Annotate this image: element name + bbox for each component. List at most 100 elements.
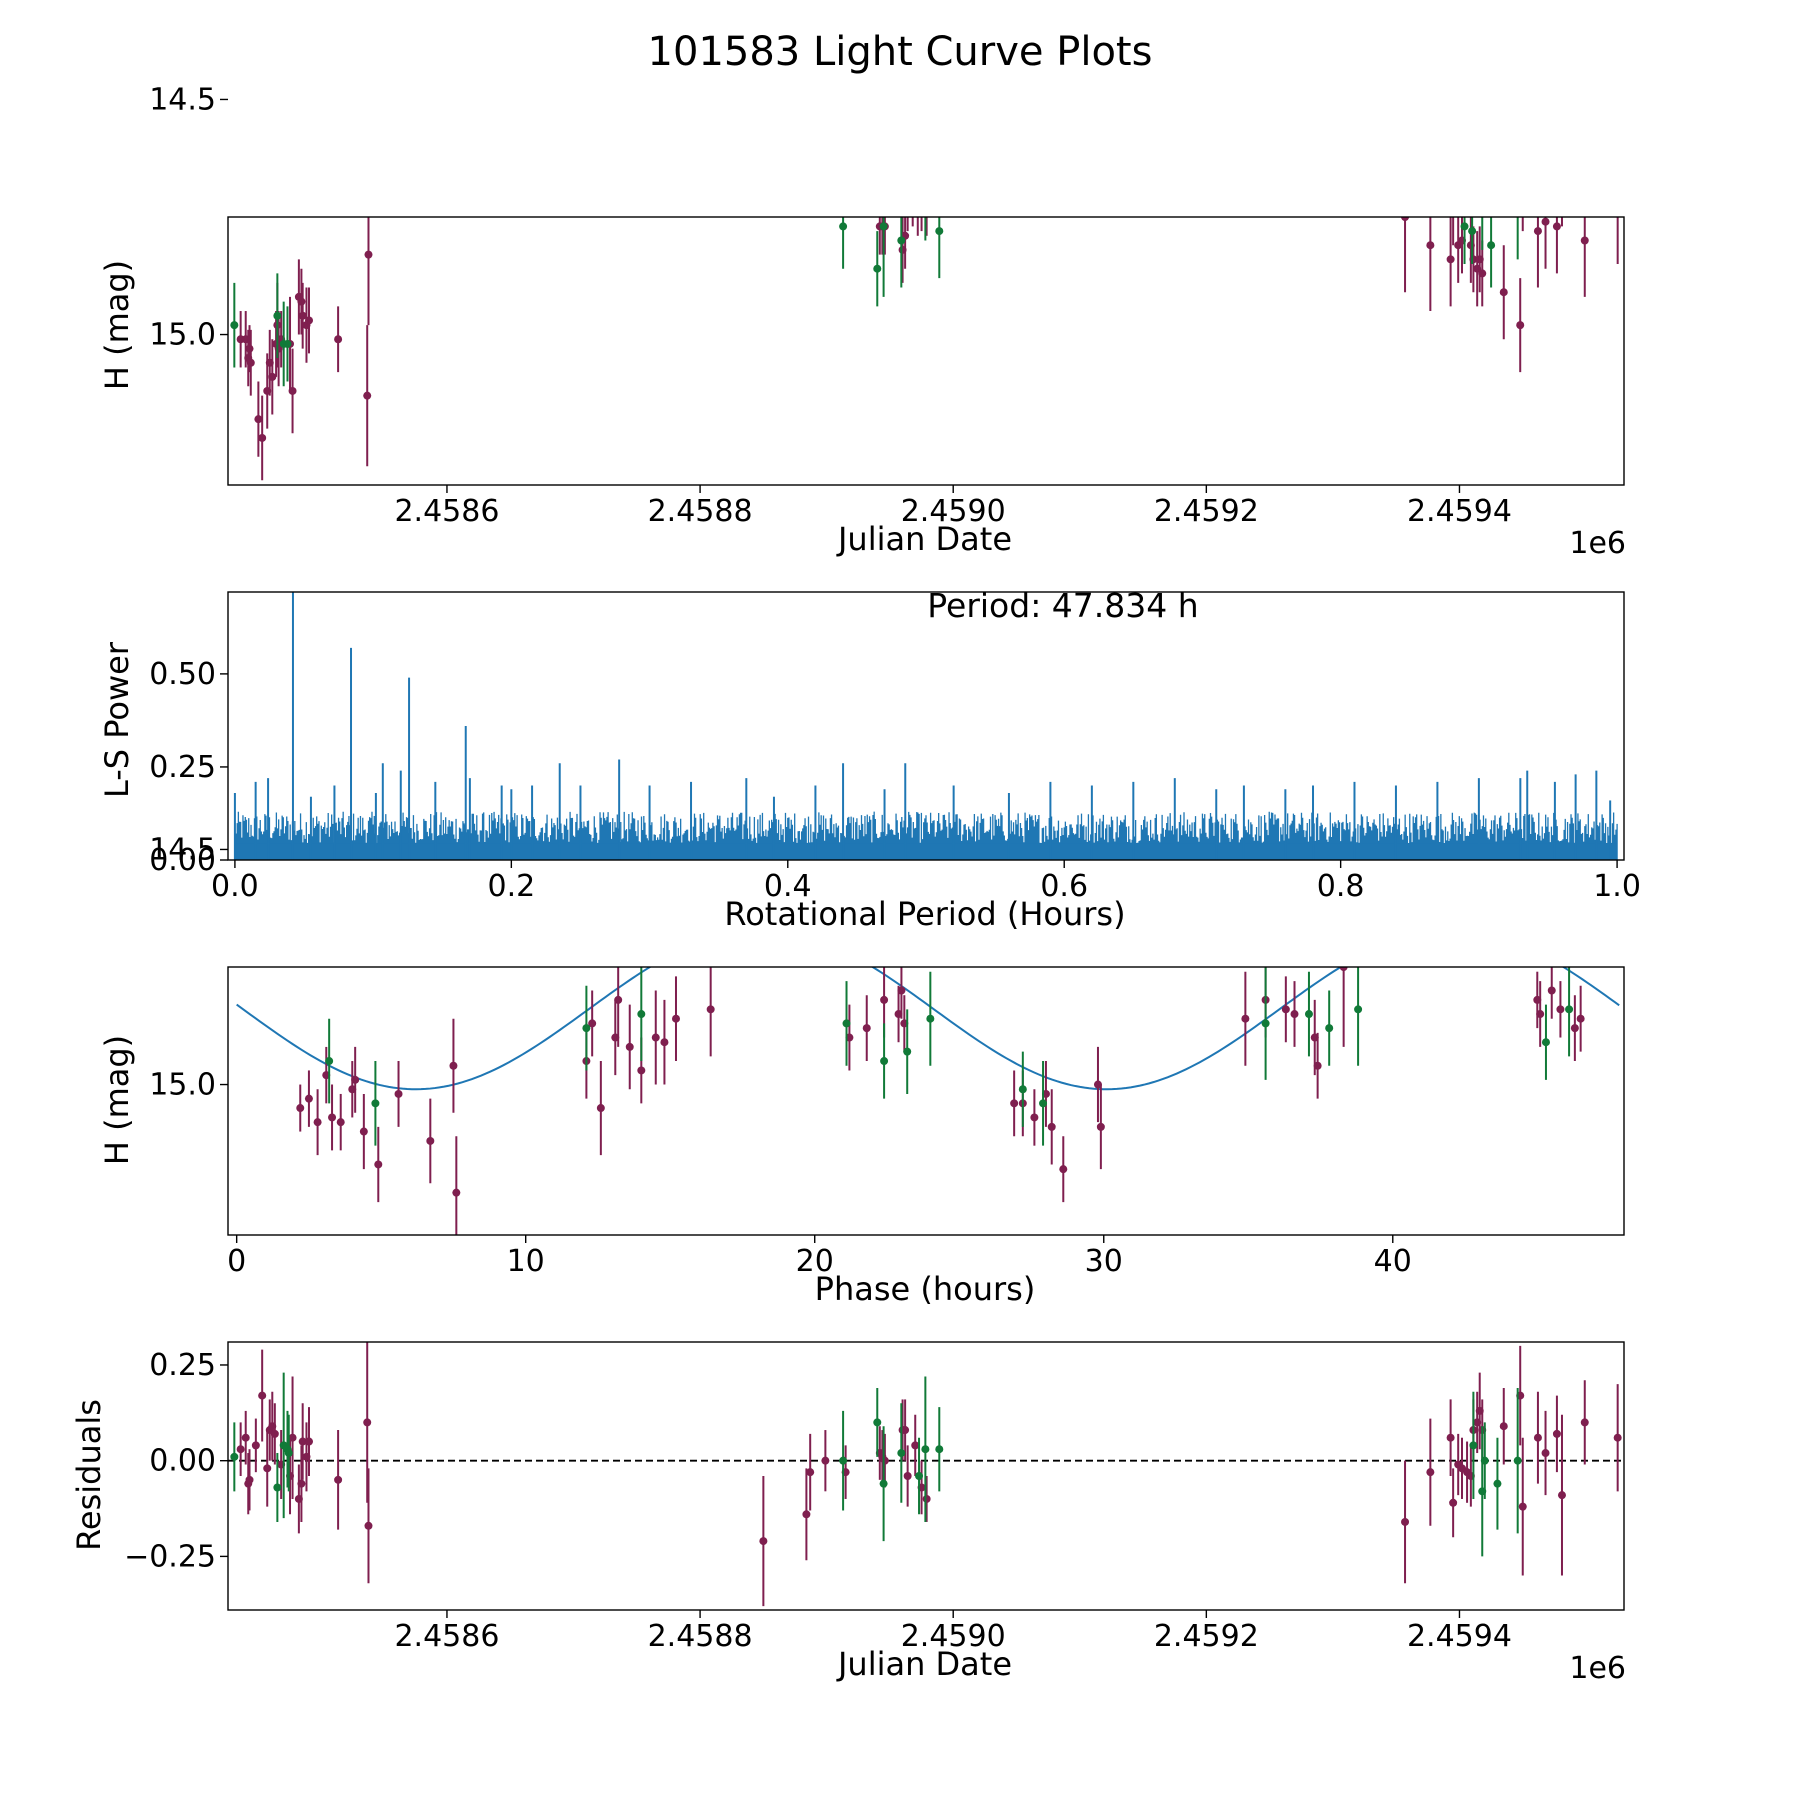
phased-xtick-label: 10 [507, 1244, 545, 1279]
lightcurve-point [273, 311, 282, 320]
periodogram-xtick-label: 0.8 [1317, 869, 1365, 904]
phased-point [614, 995, 623, 1004]
phased-point [625, 1042, 634, 1051]
phased-point [449, 1061, 458, 1070]
lightcurve-point [1487, 241, 1496, 250]
panel-lightcurve: Julian Date H (mag) 1e6 2.4586 2.4588 2.45… [98, 82, 1626, 561]
residuals-data [230, 1342, 1622, 1607]
lightcurve-xtick-label: 2.4594 [1407, 494, 1512, 529]
lightcurve-point [258, 433, 267, 442]
phased-point [1018, 1085, 1027, 1094]
residuals-ylabel: Residuals [70, 1399, 108, 1551]
lightcurve-frame [227, 216, 1625, 486]
lightcurve-point [1580, 236, 1589, 245]
phased-ytick-label: 14.5 [149, 832, 216, 867]
phased-point [426, 1136, 435, 1145]
phased-data [236, 967, 1620, 1235]
phased-ylabel: H (mag) [98, 1035, 136, 1165]
residuals-xtick-label: 2.4590 [901, 1619, 1006, 1654]
residuals-point [1446, 1433, 1455, 1442]
residuals-point [245, 1475, 254, 1484]
phased-point [1536, 1010, 1545, 1019]
phased-point [1354, 1005, 1363, 1014]
lightcurve-point [1460, 222, 1469, 231]
residuals-point [270, 1429, 279, 1438]
panel-phased: Phase (hours) H (mag) 0 10 20 30 40 15.0 14.5 [98, 832, 1625, 1308]
lightcurve-point [297, 297, 306, 306]
periodogram-xtick-label: 0.2 [487, 869, 535, 904]
residuals-point [1613, 1433, 1622, 1442]
residuals-point [334, 1475, 343, 1484]
periodogram-xlabel: Rotational Period (Hours) [724, 895, 1125, 933]
phased-point [637, 1066, 646, 1075]
residuals-point [1449, 1498, 1458, 1507]
residuals-point [1426, 1468, 1435, 1477]
residuals-point [1480, 1456, 1489, 1465]
phased-xtick-label: 40 [1374, 1244, 1412, 1279]
residuals-point [1552, 1429, 1561, 1438]
residuals-point [806, 1468, 815, 1477]
phased-point [1556, 1005, 1565, 1014]
lightcurve-point [268, 372, 277, 381]
phased-point [304, 1094, 313, 1103]
periodogram-xtick-label: 0.0 [211, 869, 259, 904]
residuals-point [1580, 1418, 1589, 1427]
phased-point [926, 1014, 935, 1023]
lightcurve-offset-label: 1e6 [1569, 526, 1626, 561]
residuals-point [1557, 1491, 1566, 1500]
residuals-point [1401, 1517, 1410, 1526]
phased-point [1281, 1005, 1290, 1014]
lightcurve-ytick-label: 14.5 [149, 82, 216, 117]
residuals-xtick-label: 2.4588 [648, 1619, 753, 1654]
phased-point [1039, 1099, 1048, 1108]
residuals-point [759, 1537, 768, 1546]
lightcurve-point [1401, 217, 1410, 221]
lightcurve-point [334, 335, 343, 344]
phased-point [582, 1024, 591, 1033]
periodogram-floor [234, 843, 1618, 860]
lightcurve-xtick-label: 2.4588 [648, 494, 753, 529]
periodogram-ytick-label: 0.50 [149, 657, 216, 692]
phased-point [596, 1104, 605, 1113]
phased-point [1290, 1010, 1299, 1019]
residuals-point [922, 1494, 931, 1503]
residuals-xtick-label: 2.4586 [394, 1619, 499, 1654]
residuals-point [230, 1452, 239, 1461]
lightcurve-point [1541, 217, 1550, 226]
periodogram-frame [227, 591, 1625, 861]
phased-xtick-label: 30 [1085, 1244, 1123, 1279]
residuals-point [1533, 1433, 1542, 1442]
figure-title: 101583 Light Curve Plots [648, 29, 1153, 75]
periodogram-ytick-label: 0.00 [149, 843, 216, 878]
residuals-xtick-label: 2.4592 [1154, 1619, 1259, 1654]
residuals-offset-label: 1e6 [1569, 1651, 1626, 1686]
lightcurve-xtick-label: 2.4592 [1154, 494, 1259, 529]
residuals-point [903, 1472, 912, 1480]
phased-point [1325, 1024, 1334, 1033]
residuals-point [1513, 1456, 1522, 1465]
residuals-point [915, 1472, 924, 1480]
phased-point [1241, 1014, 1250, 1023]
phased-point [880, 995, 889, 1004]
residuals-point [251, 1441, 260, 1450]
phased-point [394, 1089, 403, 1098]
phased-point [880, 1057, 889, 1066]
lightcurve-point [1478, 269, 1487, 278]
phased-point [1030, 1113, 1039, 1122]
phased-point [325, 1057, 334, 1066]
residuals-point [1541, 1449, 1550, 1458]
phased-point [1547, 986, 1556, 995]
lightcurve-point [873, 264, 882, 273]
residuals-point [236, 1445, 245, 1454]
residuals-point [364, 1521, 373, 1530]
phased-point [374, 1160, 383, 1169]
lightcurve-point [246, 358, 255, 367]
residuals-point [1499, 1422, 1508, 1431]
phased-point [660, 1038, 669, 1047]
residuals-xtick-label: 2.4594 [1407, 1619, 1512, 1654]
lightcurve-point [364, 250, 373, 259]
phased-point [351, 1075, 360, 1084]
phased-point [371, 1099, 380, 1108]
phased-point [328, 1113, 337, 1122]
